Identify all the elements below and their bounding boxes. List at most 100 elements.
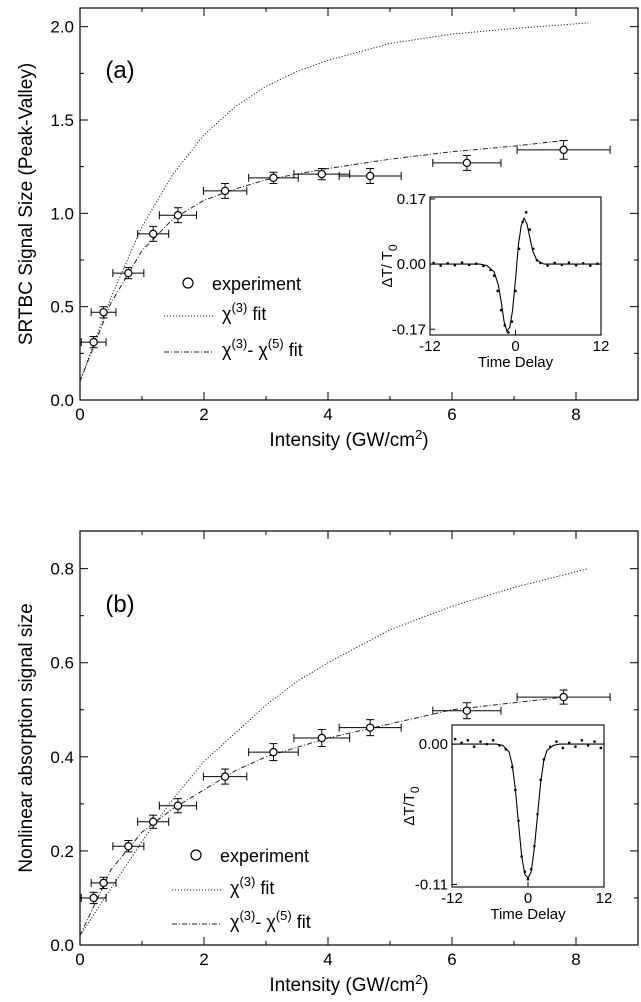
experiment-point: [248, 743, 299, 762]
x-tick-label: 8: [571, 950, 580, 969]
x-axis-title: Intensity (GW/cm2): [269, 427, 428, 451]
inset-data-point: [536, 812, 539, 816]
x-tick-label: 4: [323, 405, 332, 424]
experiment-marker: [462, 706, 472, 715]
inset-data-point: [514, 289, 517, 293]
experiment-point: [516, 689, 611, 705]
experiment-point: [158, 207, 198, 224]
inset-data-point: [574, 263, 578, 267]
legend-experiment-marker: [182, 277, 194, 289]
inset-x-tick-label: 12: [593, 338, 610, 355]
panel-label: (a): [105, 57, 134, 84]
legend-experiment-label: experiment: [212, 274, 301, 294]
inset-data-point: [504, 747, 508, 751]
x-tick-label: 8: [571, 405, 580, 424]
inset-data-point: [535, 258, 539, 262]
inset-y-tick-label: 0.00: [397, 256, 426, 273]
inset-data-point: [496, 289, 499, 293]
inset-data-point: [491, 739, 495, 742]
legend-chi3-label: χ(3) fit: [230, 870, 274, 898]
experiment-point: [432, 154, 502, 171]
inset-data-point: [446, 262, 450, 265]
inset-data-point: [507, 331, 510, 334]
inset-data-point: [503, 324, 507, 327]
y-tick-label: 1.0: [50, 204, 74, 223]
inset-data-point: [467, 263, 471, 267]
x-tick-label: 2: [199, 405, 208, 424]
plot-frame: [79, 530, 639, 946]
inset-y-tick-label: 0.00: [419, 736, 448, 753]
experiment-point: [137, 814, 170, 829]
inset-x-axis-title: Time Delay: [478, 354, 554, 371]
experiment-marker: [99, 878, 108, 888]
inset-data-point: [466, 739, 470, 742]
legend-chi3-chi5-label: χ(3)- χ(5) fit: [222, 332, 303, 360]
inset-data-point: [599, 746, 603, 750]
experiment-marker: [269, 747, 278, 757]
experiment-marker: [124, 842, 133, 851]
inset-data-point: [555, 740, 558, 743]
experiment-marker: [559, 692, 568, 702]
inset-data-point: [532, 247, 535, 251]
experiment-marker: [269, 173, 278, 183]
x-axis-title: Intensity (GW/cm2): [269, 972, 428, 996]
experiment-marker: [89, 893, 98, 903]
inset-data-point: [567, 741, 571, 745]
experiment-point: [202, 182, 248, 199]
experiment-point: [293, 168, 351, 181]
y-tick-label: 0.4: [50, 748, 74, 767]
experiment-point: [158, 798, 198, 814]
experiment-point: [112, 266, 145, 280]
inset-y-axis-title: ΔT/T0: [401, 786, 422, 826]
experiment-marker: [220, 772, 230, 781]
inset-x-axis-title: Time Delay: [490, 906, 566, 923]
inset-x-tick-label: 12: [596, 890, 613, 907]
inset-data-point: [489, 268, 492, 272]
experiment-marker: [173, 801, 183, 810]
experiment-point: [90, 306, 117, 319]
experiment-point: [516, 140, 611, 160]
inset-data-point: [561, 746, 565, 750]
inset-data-point: [460, 741, 463, 745]
inset-data-point: [514, 788, 517, 792]
inset-data-point: [492, 274, 496, 277]
x-tick-label: 6: [447, 405, 456, 424]
experiment-marker: [99, 308, 108, 317]
experiment-marker: [365, 723, 375, 732]
legend-experiment-marker: [190, 849, 202, 861]
inset-frame: [451, 724, 605, 888]
inset-data-point: [586, 744, 590, 747]
chi3-chi5-fit-curve: [79, 140, 564, 382]
inset-y-tick-label: 0.17: [397, 191, 426, 208]
experiment-point: [80, 891, 107, 905]
y-tick-label: 0.0: [50, 936, 74, 955]
experiment-point: [432, 702, 502, 720]
inset-plot: -12 0 12 0.17 0.00 -0.17 Time Delay ΔT/ T0: [379, 191, 609, 371]
y-tick-label: 0.0: [50, 391, 74, 410]
inset-x-tick-label: -12: [441, 890, 463, 907]
inset-data-point: [589, 264, 592, 267]
experiment-marker: [173, 210, 183, 220]
experiment-point: [137, 225, 170, 242]
experiment-marker: [462, 158, 472, 168]
experiment-marker: [148, 817, 158, 826]
inset-data-point: [546, 264, 549, 267]
inset-data-point: [439, 264, 442, 267]
panel-b: 0 2 4 6 8 0.0 0.2 0.4 0.6 0.8 Intensity (GW/cm2) No…: [16, 530, 639, 996]
inset-x-tick-label: -12: [419, 338, 441, 355]
inset-x-tick-label: 0: [511, 338, 519, 355]
inset-y-tick-label: -0.11: [415, 876, 448, 893]
experiment-point: [338, 719, 402, 737]
x-tick-label: 6: [447, 950, 456, 969]
inset-y-axis-title: ΔT/ T0: [379, 244, 400, 287]
inset-data-point: [523, 870, 527, 873]
inset-data-point: [499, 308, 503, 312]
inset-data-point: [460, 261, 464, 264]
inset-data-point: [528, 228, 532, 231]
experiment-point: [80, 336, 107, 349]
y-tick-label: 0.8: [50, 560, 74, 579]
inset-data-point: [548, 745, 552, 748]
y-tick-label: 0.5: [50, 298, 74, 317]
